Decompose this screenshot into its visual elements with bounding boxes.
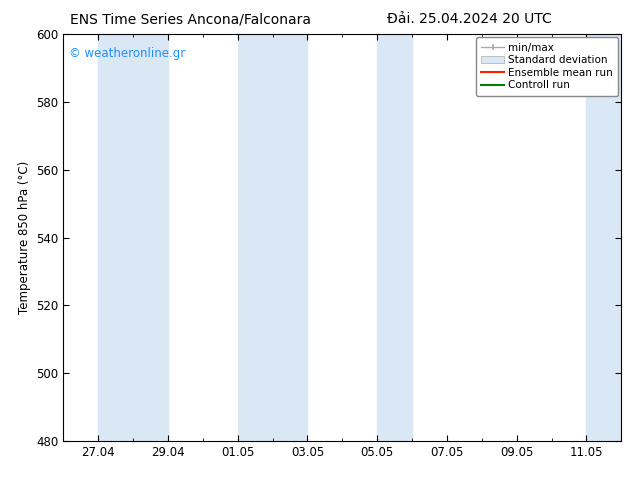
Text: ENS Time Series Ancona/Falconara: ENS Time Series Ancona/Falconara <box>70 12 311 26</box>
Bar <box>238 34 307 441</box>
Bar <box>586 34 621 441</box>
Legend: min/max, Standard deviation, Ensemble mean run, Controll run: min/max, Standard deviation, Ensemble me… <box>476 37 618 96</box>
Text: Đải. 25.04.2024 20 UTC: Đải. 25.04.2024 20 UTC <box>387 12 552 26</box>
Bar <box>377 34 412 441</box>
Y-axis label: Temperature 850 hPa (°C): Temperature 850 hPa (°C) <box>18 161 30 314</box>
Bar <box>98 34 168 441</box>
Text: © weatheronline.gr: © weatheronline.gr <box>69 47 185 59</box>
